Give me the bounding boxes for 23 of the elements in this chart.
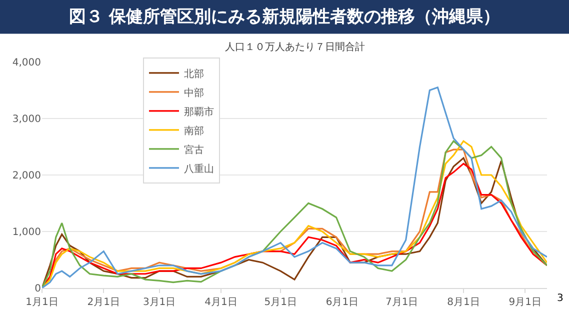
x-tick-label: 1月1日 (26, 297, 58, 308)
legend-label: 南部 (184, 124, 204, 137)
x-tick-label: 9月1日 (508, 297, 542, 308)
x-tick-label: 2月1日 (87, 297, 120, 308)
y-tick-label: 1,000 (12, 227, 41, 238)
legend-label: 中部 (184, 86, 204, 99)
text: 3 (557, 293, 564, 304)
chart-title: 図３ 保健所管区別にみる新規陽性者数の推移（沖縄県） (69, 6, 500, 27)
x-tick-label: 8月1日 (447, 297, 480, 308)
legend-label: 那覇市 (184, 106, 214, 118)
x-tick-label: 6月1日 (326, 297, 359, 308)
chart-subtitle: 人口１０万人あたり７日間合計 (225, 41, 365, 53)
y-tick-label: 4,000 (12, 58, 41, 68)
x-tick-label: 7月1日 (385, 297, 418, 308)
y-tick-label: 0 (34, 284, 41, 294)
x-tick-label: 4月1日 (204, 297, 238, 308)
legend-label: 八重山 (184, 162, 214, 175)
x-tick-label: 3月1日 (142, 297, 176, 308)
x-tick-label: 5月1日 (264, 297, 297, 308)
legend-label: 北部 (184, 68, 204, 80)
y-tick-label: 2,000 (12, 170, 41, 182)
legend-label: 宮古 (184, 144, 204, 156)
y-tick-label: 3,000 (12, 114, 41, 125)
